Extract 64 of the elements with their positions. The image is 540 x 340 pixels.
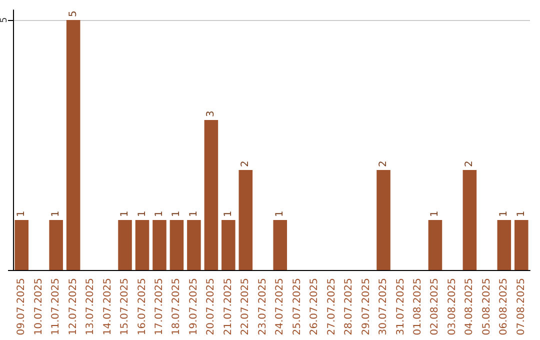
x-tick-label: 20.07.2025 xyxy=(206,278,217,336)
x-tick-label: 24.07.2025 xyxy=(274,278,286,336)
x-tick-label: 30.07.2025 xyxy=(378,278,390,336)
data-label: 1 xyxy=(50,210,62,217)
x-tick-label: 12.07.2025 xyxy=(68,278,79,336)
x-tick-label: 15.07.2025 xyxy=(120,278,131,336)
data-label: 5 xyxy=(68,10,79,17)
bar xyxy=(376,170,390,270)
data-label: 2 xyxy=(240,160,252,167)
x-tick-label: 19.07.2025 xyxy=(188,278,200,336)
bar xyxy=(170,220,184,270)
x-tick-label: 14.07.2025 xyxy=(102,278,114,336)
x-tick-label: 13.07.2025 xyxy=(85,278,96,336)
x-tick-label: 22.07.2025 xyxy=(240,278,252,336)
x-tick-label: 03.08.2025 xyxy=(446,278,458,336)
data-label: 1 xyxy=(16,210,28,217)
data-label: 1 xyxy=(222,210,234,217)
x-tick-label: 23.07.2025 xyxy=(257,278,268,336)
x-tick-label: 01.08.2025 xyxy=(412,278,424,336)
data-label: 1 xyxy=(274,210,286,217)
x-tick-label: 16.07.2025 xyxy=(136,278,148,336)
bar xyxy=(66,20,80,270)
bar xyxy=(222,220,236,270)
bar xyxy=(462,170,477,270)
data-label: 1 xyxy=(154,210,165,217)
data-label: 1 xyxy=(430,210,441,217)
data-label: 2 xyxy=(378,160,390,167)
x-tick-label: 11.07.2025 xyxy=(50,278,62,336)
bar xyxy=(514,220,528,270)
x-tick-label: 02.08.2025 xyxy=(430,278,441,336)
bar xyxy=(428,220,442,270)
data-label: 1 xyxy=(188,210,200,217)
x-tick-label: 29.07.2025 xyxy=(360,278,372,336)
bar xyxy=(238,170,253,270)
x-tick-label: 09.07.2025 xyxy=(16,278,28,336)
bar xyxy=(497,220,512,270)
data-label: 1 xyxy=(120,210,131,217)
x-tick-label: 18.07.2025 xyxy=(171,278,182,336)
x-tick-label: 25.07.2025 xyxy=(292,278,303,336)
bar xyxy=(49,220,63,270)
x-tick-label: 10.07.2025 xyxy=(33,278,44,336)
x-tick-label: 27.07.2025 xyxy=(326,278,338,336)
bar xyxy=(204,120,218,270)
bar xyxy=(118,220,132,270)
x-tick-label: 07.08.2025 xyxy=(516,278,527,336)
bar xyxy=(273,220,288,270)
x-tick-label: 28.07.2025 xyxy=(344,278,355,336)
x-tick-label: 31.07.2025 xyxy=(395,278,406,336)
x-tick-label: 21.07.2025 xyxy=(222,278,234,336)
bar xyxy=(14,220,29,270)
x-tick-label: 04.08.2025 xyxy=(464,278,476,336)
data-label: 1 xyxy=(136,210,148,217)
data-label: 1 xyxy=(516,210,527,217)
bar xyxy=(135,220,150,270)
x-tick-label: 26.07.2025 xyxy=(309,278,320,336)
x-tick-label: 06.08.2025 xyxy=(498,278,510,336)
data-label: 2 xyxy=(464,160,476,167)
x-tick-label: 05.08.2025 xyxy=(481,278,492,336)
data-label: 3 xyxy=(206,110,217,117)
bar xyxy=(152,220,166,270)
data-label: 1 xyxy=(171,210,182,217)
bar xyxy=(187,220,201,270)
data-label: 1 xyxy=(498,210,510,217)
x-tick-label: 17.07.2025 xyxy=(154,278,165,336)
